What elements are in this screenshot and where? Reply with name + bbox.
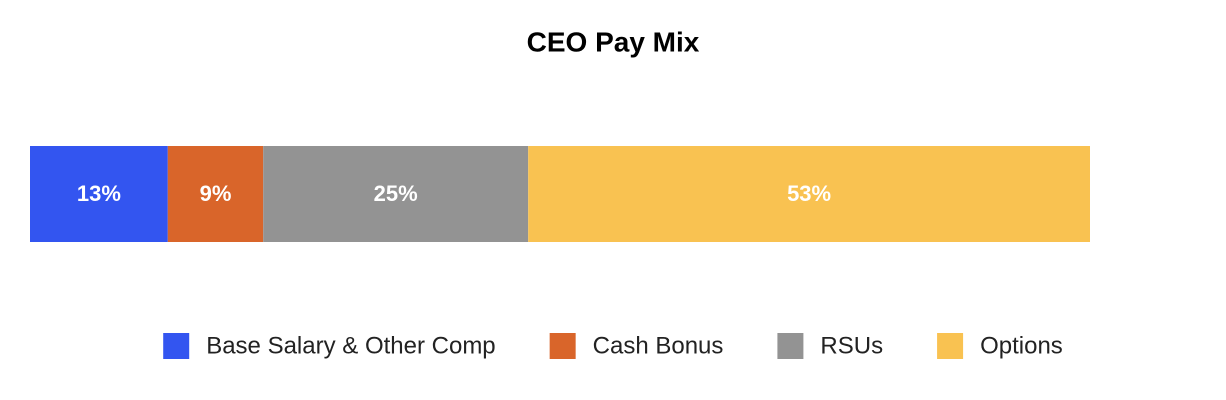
legend-label: Cash Bonus [593,332,724,359]
legend-swatch [549,333,576,359]
value-label: 25% [374,181,418,206]
legend-label: RSUs [820,332,883,359]
legend-swatch [163,333,190,359]
bar-segment [30,146,168,242]
bar-segment [528,146,1090,242]
bars: 13% 9% 25% 53% [30,146,1090,242]
bar-segment [167,146,264,242]
chart-title: CEO Pay Mix [527,26,700,57]
legend: Base Salary & Other Comp Cash Bonus RSUs Op… [163,332,1063,359]
value-label: 53% [787,181,831,206]
bar-segment [263,146,529,242]
legend-label: Base Salary & Other Comp [206,332,495,359]
legend-swatch [937,333,964,359]
value-label: 13% [77,181,121,206]
value-label: 9% [200,181,232,206]
legend-label: Options [980,332,1063,359]
legend-swatch [777,333,804,359]
